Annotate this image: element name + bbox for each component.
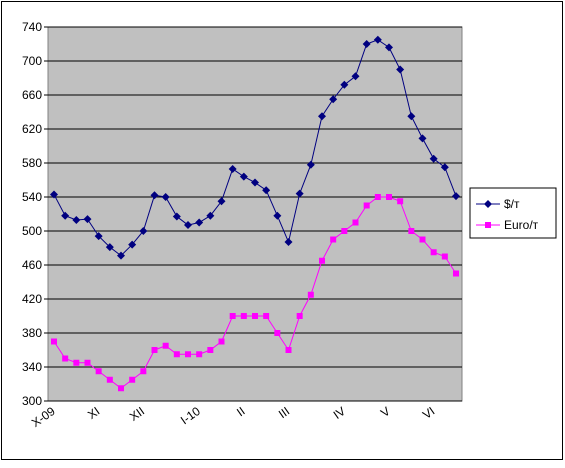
data-point <box>362 40 371 48</box>
legend-label: $/т <box>504 197 520 211</box>
data-point <box>373 35 382 44</box>
data-point <box>128 240 137 249</box>
data-point <box>319 257 325 264</box>
data-point <box>62 355 69 362</box>
data-point <box>329 95 338 104</box>
data-point <box>206 211 215 220</box>
data-point <box>239 172 248 181</box>
data-point <box>452 192 460 201</box>
data-point <box>386 194 392 200</box>
data-point <box>408 228 415 234</box>
data-point <box>429 154 438 163</box>
data-point <box>105 243 114 252</box>
y-tick-label: 300 <box>22 394 42 408</box>
data-point <box>430 249 437 256</box>
data-point <box>374 194 381 200</box>
y-tick-label: 540 <box>22 190 42 204</box>
data-point <box>139 227 148 235</box>
data-point <box>385 43 393 52</box>
data-point <box>129 376 136 383</box>
data-point <box>150 191 159 200</box>
data-point <box>274 330 281 336</box>
data-point <box>273 211 282 220</box>
data-point <box>51 338 57 345</box>
data-point <box>229 313 236 319</box>
data-point <box>172 212 181 221</box>
data-point <box>295 189 304 198</box>
y-tick-label: 740 <box>22 20 42 34</box>
data-point <box>251 178 259 187</box>
y-tick-label: 500 <box>22 224 42 238</box>
legend-marker <box>484 200 492 208</box>
y-tick-label: 700 <box>22 54 42 68</box>
data-point <box>296 313 303 319</box>
data-point <box>307 291 314 298</box>
data-point <box>106 376 113 383</box>
data-point <box>440 163 449 172</box>
y-tick-label: 660 <box>22 88 42 102</box>
data-point <box>252 313 258 319</box>
data-point <box>94 232 103 241</box>
data-point <box>162 342 169 349</box>
y-tick-label: 420 <box>22 292 42 306</box>
data-point <box>363 202 370 209</box>
data-point <box>83 215 92 224</box>
data-point <box>217 197 226 206</box>
y-tick-label: 460 <box>22 258 42 272</box>
data-point <box>72 215 81 224</box>
data-point <box>306 160 315 169</box>
y-tick-label: 340 <box>22 360 42 374</box>
data-point <box>184 221 192 230</box>
data-point <box>207 347 214 353</box>
data-point <box>84 359 91 366</box>
plot-area <box>47 26 463 402</box>
data-point <box>161 193 170 201</box>
data-point <box>418 134 427 143</box>
data-point <box>285 347 292 353</box>
data-point <box>397 198 404 205</box>
data-point <box>407 112 416 121</box>
x-tick-label: XII <box>127 404 147 424</box>
data-point <box>196 351 203 358</box>
data-point <box>95 368 102 375</box>
data-point <box>185 351 191 358</box>
data-point <box>61 211 70 220</box>
data-point <box>318 112 326 121</box>
legend-box <box>469 187 557 239</box>
data-point <box>419 236 426 243</box>
y-tick-label: 380 <box>22 326 42 340</box>
data-point <box>151 347 158 353</box>
y-tick-label: 580 <box>22 156 42 170</box>
data-point <box>396 65 405 74</box>
data-point <box>341 228 348 234</box>
data-point <box>228 164 237 173</box>
data-point <box>173 351 180 358</box>
data-point <box>73 359 80 366</box>
data-point <box>263 313 270 319</box>
y-tick-label: 620 <box>22 122 42 136</box>
data-point <box>351 72 360 81</box>
data-point <box>352 219 359 226</box>
data-point <box>195 218 204 227</box>
legend-label: Euro/т <box>504 218 539 232</box>
data-point <box>284 238 293 247</box>
data-point <box>340 80 349 89</box>
data-point <box>262 186 271 195</box>
data-point <box>330 236 337 243</box>
legend-marker <box>485 222 491 228</box>
data-point <box>453 270 459 277</box>
data-point <box>441 253 448 260</box>
data-point <box>240 313 247 319</box>
data-point <box>218 338 225 345</box>
data-point <box>140 368 147 375</box>
data-point <box>117 251 125 260</box>
data-point <box>50 190 58 199</box>
data-point <box>118 385 124 392</box>
